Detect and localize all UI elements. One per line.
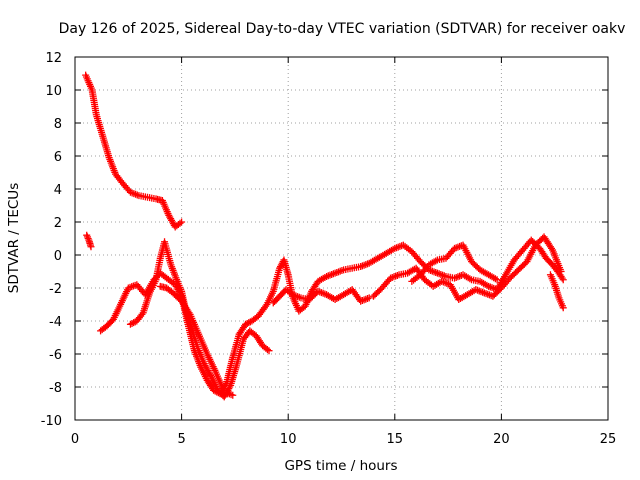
- y-tick-label: 10: [45, 84, 62, 99]
- data-point: [242, 320, 250, 328]
- series-sat-f: [269, 286, 373, 307]
- x-axis-label: GPS time / hours: [284, 458, 397, 474]
- data-point: [87, 243, 95, 251]
- data-point: [128, 319, 136, 327]
- data-point: [126, 320, 134, 328]
- grid: [75, 57, 608, 420]
- data-point: [559, 304, 567, 312]
- y-tick-label: 2: [54, 216, 62, 231]
- y-tick-label: -2: [49, 282, 62, 297]
- data-point: [245, 319, 253, 327]
- data-point: [557, 268, 565, 275]
- y-tick-label: 12: [45, 51, 62, 66]
- data-point: [178, 218, 186, 226]
- y-tick-label: 6: [54, 150, 62, 165]
- data-point: [130, 319, 138, 327]
- data-point: [185, 309, 193, 317]
- data-point: [226, 383, 234, 391]
- data-point: [548, 244, 556, 252]
- x-tick-label: 0: [71, 432, 79, 447]
- series-sat-a: [82, 71, 186, 231]
- tick-labels: 0 5 10 15 20 25 -10 -8 -6 -4 -2 0 2 4 6 8 10 12: [41, 51, 617, 447]
- series-sat-e: [156, 282, 237, 399]
- plot-frame: [74, 56, 609, 421]
- data-point: [558, 274, 566, 282]
- data-point: [138, 310, 146, 318]
- y-tick-label: 0: [54, 249, 62, 264]
- x-tick-label: 20: [493, 432, 510, 447]
- y-tick-label: -10: [41, 414, 62, 429]
- x-tick-label: 25: [600, 432, 617, 447]
- data-point: [207, 371, 215, 379]
- y-tick-label: 4: [54, 183, 62, 198]
- data-point: [83, 233, 91, 241]
- data-point: [265, 347, 273, 355]
- x-tick-label: 5: [177, 432, 185, 447]
- data-point: [263, 345, 271, 353]
- y-tick-label: -8: [49, 381, 62, 396]
- series-sat-h: [408, 241, 501, 285]
- data-point: [229, 391, 237, 399]
- data-point: [559, 276, 567, 284]
- chart-title: Day 126 of 2025, Sidereal Day-to-day VTE…: [59, 21, 626, 37]
- y-tick-label: -4: [49, 315, 62, 330]
- series-sat-g: [369, 233, 565, 304]
- y-tick-label: -6: [49, 348, 62, 363]
- data-layer: [82, 71, 567, 401]
- data-point: [262, 302, 270, 310]
- data-point: [83, 231, 91, 239]
- series-sat-i: [546, 271, 567, 312]
- data-point: [243, 319, 251, 327]
- series-sat-b: [83, 231, 95, 251]
- data-point: [365, 294, 373, 302]
- data-point: [493, 276, 501, 284]
- x-tick-label: 10: [280, 432, 297, 447]
- y-axis-label: SDTVAR / TECUs: [6, 183, 22, 293]
- data-point: [84, 235, 92, 242]
- ticks: [74, 56, 609, 421]
- data-point: [176, 219, 184, 227]
- x-tick-label: 15: [387, 432, 404, 447]
- y-tick-label: 8: [54, 117, 62, 132]
